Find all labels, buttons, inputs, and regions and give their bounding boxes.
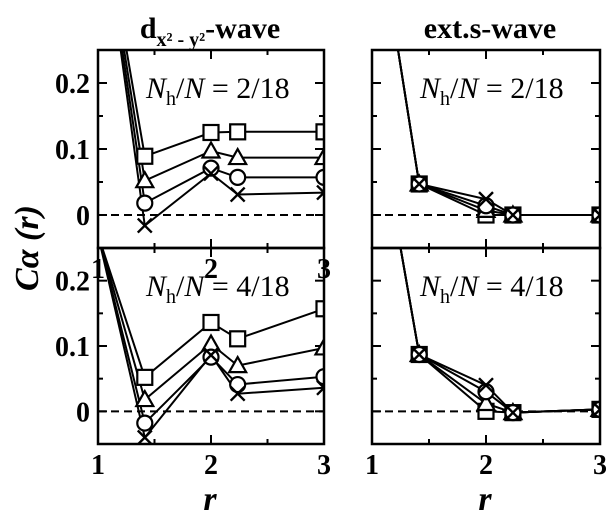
y-tick-label: 0	[76, 201, 90, 232]
point-cross	[138, 430, 152, 444]
title-dwave: dx² - y²-wave	[140, 12, 280, 51]
title-dwave-suffix: -wave	[205, 12, 280, 45]
annotation-text: Nh/N = 2/18	[419, 72, 564, 110]
x-tick-label: 1	[91, 450, 105, 481]
annotation-text: Nh/N = 2/18	[145, 72, 290, 110]
title-dwave-main: d	[140, 12, 157, 45]
title-extswave: ext.s-wave	[424, 12, 556, 45]
annotation-text: Nh/N = 4/18	[145, 270, 290, 308]
x-tick-label: 3	[593, 450, 607, 481]
point-square	[230, 331, 245, 346]
x-tick-label: 2	[479, 450, 493, 481]
point-triangle	[203, 142, 220, 157]
point-square	[204, 315, 219, 330]
point-square	[137, 149, 152, 164]
point-circle	[204, 350, 219, 365]
x-tick-label: 2	[204, 450, 218, 481]
y-tick-label: 0.2	[55, 69, 90, 100]
y-tick-label: 0.1	[55, 135, 90, 166]
x-axis-label-left: r	[203, 481, 217, 512]
panel-4: Nh/N = 4/18 1 2 3	[365, 85, 609, 481]
point-circle	[137, 196, 152, 211]
point-square	[137, 370, 152, 385]
y-tick-label: 0.1	[55, 332, 90, 363]
y-tick-label: 0	[76, 397, 90, 428]
annotation-text: Nh/N = 4/18	[419, 270, 564, 308]
point-circle	[137, 416, 152, 431]
series-group	[372, 85, 609, 420]
x-axis-label-right: r	[478, 481, 492, 512]
x-tick-label: 1	[365, 450, 379, 481]
y-axis-label: Cα (r)	[9, 205, 46, 291]
point-circle	[230, 170, 245, 185]
x-tick-label: 3	[317, 450, 331, 481]
point-square	[204, 125, 219, 140]
point-square	[230, 124, 245, 139]
y-tick-label: 0.2	[55, 267, 90, 298]
title-dwave-sub: x² - y²	[157, 29, 206, 51]
